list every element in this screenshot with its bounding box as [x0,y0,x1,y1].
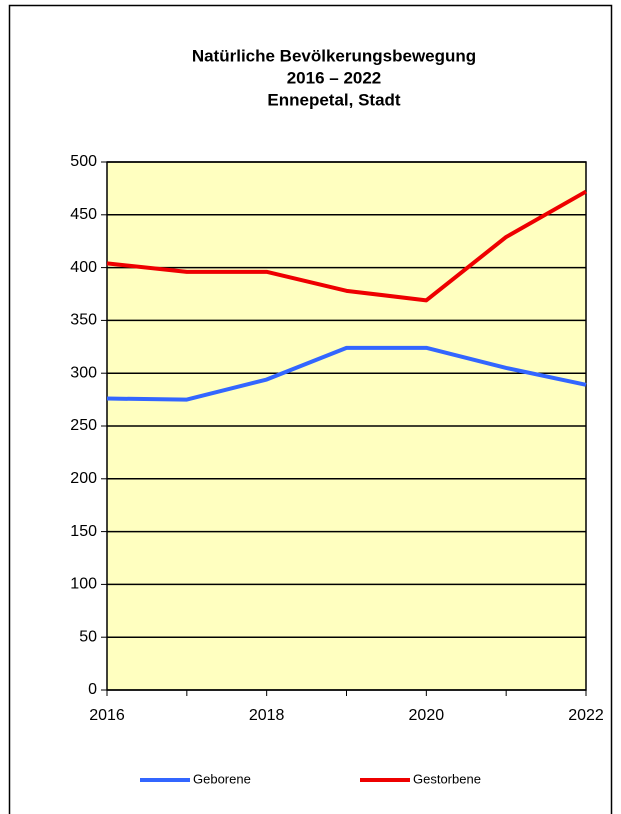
chart-title: Ennepetal, Stadt [267,90,401,109]
frame [8,4,613,814]
y-tick-label: 100 [70,576,97,593]
y-tick-label: 50 [79,628,97,645]
x-tick-label: 2020 [409,707,445,724]
y-tick-label: 300 [70,364,97,381]
y-tick-label: 400 [70,259,97,276]
data-line [106,189,587,303]
chart-title: 2016 – 2022 [287,68,382,87]
y-tick-label: 500 [70,153,97,170]
x-tick-label: 2016 [89,707,125,724]
x-tick-label: 2018 [249,707,285,724]
data-line [106,345,587,402]
y-tick-label: 150 [70,523,97,540]
plot-border [106,161,587,691]
legend-label: Geborene [193,771,251,786]
legend-label: Gestorbene [413,771,481,786]
y-tick-label: 200 [70,470,97,487]
chart-title: Natürliche Bevölkerungsbewegung [192,46,476,65]
y-tick-label: 0 [88,681,97,698]
x-tick-label: 2022 [568,707,604,724]
y-tick-label: 350 [70,312,97,329]
y-tick-label: 250 [70,417,97,434]
y-tick-label: 450 [70,206,97,223]
